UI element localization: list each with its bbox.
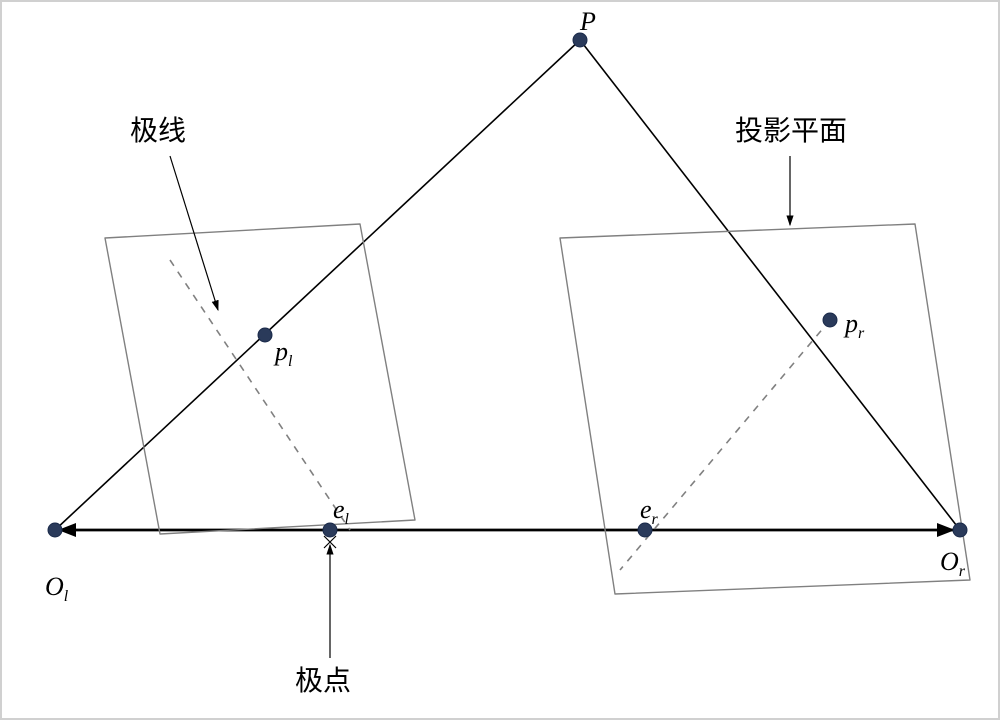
point-ol xyxy=(48,523,62,537)
point-el xyxy=(323,523,337,537)
point-or xyxy=(953,523,967,537)
label-p: P xyxy=(579,7,596,36)
point-er xyxy=(638,523,652,537)
callout-epipolar-line-label: 极线 xyxy=(130,115,186,147)
callout-projection-plane-label: 投影平面 xyxy=(735,115,847,147)
canvas-bg xyxy=(0,0,1000,720)
callout-epipole-label: 极点 xyxy=(295,665,351,697)
point-pr xyxy=(823,313,837,327)
point-pl xyxy=(258,328,272,342)
